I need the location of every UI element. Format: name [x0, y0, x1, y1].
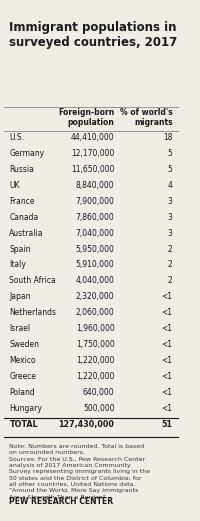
Text: 7,040,000: 7,040,000	[76, 229, 115, 238]
Text: 3: 3	[168, 229, 173, 238]
Text: 3: 3	[168, 213, 173, 222]
Text: 5: 5	[168, 149, 173, 158]
Text: <1: <1	[162, 372, 173, 381]
Text: <1: <1	[162, 308, 173, 317]
Text: <1: <1	[162, 356, 173, 365]
Text: <1: <1	[162, 340, 173, 349]
Text: <1: <1	[162, 388, 173, 396]
Text: TOTAL: TOTAL	[9, 420, 38, 429]
Text: 5,950,000: 5,950,000	[76, 244, 115, 254]
Text: 5: 5	[168, 165, 173, 174]
Text: France: France	[9, 197, 35, 206]
Text: 8,840,000: 8,840,000	[76, 181, 115, 190]
Text: <1: <1	[162, 404, 173, 413]
Text: 12,170,000: 12,170,000	[71, 149, 115, 158]
Text: 4: 4	[168, 181, 173, 190]
Text: 1,960,000: 1,960,000	[76, 324, 115, 333]
Text: 1,220,000: 1,220,000	[76, 372, 115, 381]
Text: 2: 2	[168, 244, 173, 254]
Text: Russia: Russia	[9, 165, 34, 174]
Text: Mexico: Mexico	[9, 356, 36, 365]
Text: Japan: Japan	[9, 292, 31, 301]
Text: <1: <1	[162, 292, 173, 301]
Text: 7,860,000: 7,860,000	[76, 213, 115, 222]
Text: South Africa: South Africa	[9, 277, 56, 286]
Text: 127,430,000: 127,430,000	[59, 420, 115, 429]
Text: 4,040,000: 4,040,000	[76, 277, 115, 286]
Text: Canada: Canada	[9, 213, 39, 222]
Text: 2,060,000: 2,060,000	[76, 308, 115, 317]
Text: Poland: Poland	[9, 388, 35, 396]
Text: 18: 18	[163, 133, 173, 142]
Text: 2: 2	[168, 277, 173, 286]
Text: 7,900,000: 7,900,000	[76, 197, 115, 206]
Text: Netherlands: Netherlands	[9, 308, 56, 317]
Text: 3: 3	[168, 197, 173, 206]
Text: 11,650,000: 11,650,000	[71, 165, 115, 174]
Text: Spain: Spain	[9, 244, 31, 254]
Text: 2: 2	[168, 260, 173, 269]
Text: Immigrant populations in
surveyed countries, 2017: Immigrant populations in surveyed countr…	[9, 20, 178, 48]
Text: UK: UK	[9, 181, 20, 190]
Text: Hungary: Hungary	[9, 404, 42, 413]
Text: Italy: Italy	[9, 260, 26, 269]
Text: 500,000: 500,000	[83, 404, 115, 413]
Text: 640,000: 640,000	[83, 388, 115, 396]
Text: Foreign-born
population: Foreign-born population	[58, 108, 115, 127]
Text: 44,410,000: 44,410,000	[71, 133, 115, 142]
Text: 2,320,000: 2,320,000	[76, 292, 115, 301]
Text: Germany: Germany	[9, 149, 45, 158]
Text: 51: 51	[162, 420, 173, 429]
Text: % of world's
migrants: % of world's migrants	[120, 108, 173, 127]
Text: Australia: Australia	[9, 229, 44, 238]
Text: 5,910,000: 5,910,000	[76, 260, 115, 269]
Text: U.S.: U.S.	[9, 133, 24, 142]
Text: Note: Numbers are rounded. Total is based
on unrounded numbers.
Sources: For the: Note: Numbers are rounded. Total is base…	[9, 443, 151, 500]
Text: 1,750,000: 1,750,000	[76, 340, 115, 349]
Text: 1,220,000: 1,220,000	[76, 356, 115, 365]
Text: Greece: Greece	[9, 372, 36, 381]
Text: PEW RESEARCH CENTER: PEW RESEARCH CENTER	[9, 497, 114, 505]
Text: Israel: Israel	[9, 324, 31, 333]
Text: Sweden: Sweden	[9, 340, 39, 349]
Text: <1: <1	[162, 324, 173, 333]
